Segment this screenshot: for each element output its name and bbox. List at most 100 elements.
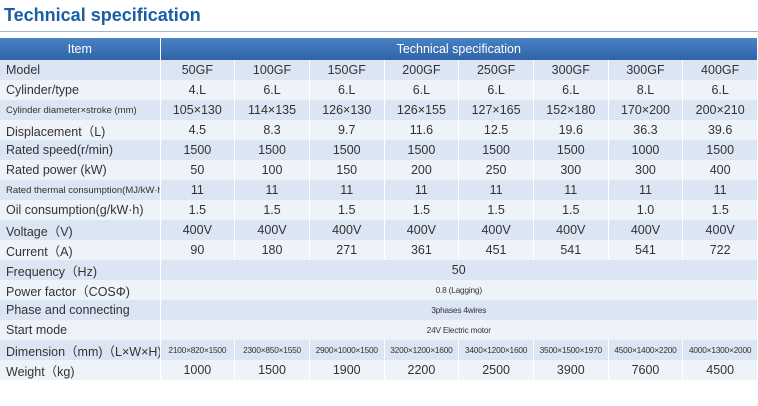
- cell: 2300×850×1550: [234, 340, 310, 360]
- table-row: Start mode 24V Electric motor: [0, 320, 758, 340]
- table-row: Frequency（Hz) 50: [0, 260, 758, 280]
- row-label: Model: [0, 60, 161, 80]
- cell: 200×210: [682, 100, 758, 120]
- cell: 1.5: [160, 200, 236, 220]
- row-label: Phase and connecting: [0, 300, 161, 320]
- table-row: Rated thermal consumption(MJ/kW·h) 11 11 11…: [0, 180, 758, 200]
- cell: 4500: [682, 360, 758, 380]
- cell: 8.L: [608, 80, 684, 100]
- table-row: Cylinder diameter×stroke (mm) 105×130 114×…: [0, 100, 758, 120]
- cell: 6.L: [384, 80, 460, 100]
- table-body: Model 50GF 100GF 150GF 200GF 250GF 300GF 300GF 4…: [0, 60, 758, 380]
- cell: 19.6: [533, 120, 609, 140]
- cell: 300: [608, 160, 684, 180]
- table-row: Current（A) 90 180 271 361 451 541 541 722: [0, 240, 758, 260]
- cell: 11: [160, 180, 236, 200]
- cell: 6.L: [234, 80, 310, 100]
- header-row: Item Technical specification: [0, 38, 758, 60]
- cell: 126×130: [309, 100, 385, 120]
- table-row: Dimension（mm)（L×W×H) 2100×820×1500 2300×85…: [0, 340, 758, 360]
- cell: 1500: [160, 140, 236, 160]
- cell: 126×155: [384, 100, 460, 120]
- cell: 11: [384, 180, 460, 200]
- cell: 1900: [309, 360, 385, 380]
- table-row: Displacement（L) 4.5 8.3 9.7 11.6 12.5 19.6 36.3…: [0, 120, 758, 140]
- cell: 1500: [533, 140, 609, 160]
- cell: 11.6: [384, 120, 460, 140]
- cell: 400V: [533, 220, 609, 240]
- table-row: Power factor（COSΦ) 0.8 (Lagging): [0, 280, 758, 300]
- table-row: Oil consumption(g/kW·h) 1.5 1.5 1.5 1.5 1.5 1.…: [0, 200, 758, 220]
- cell: 400V: [309, 220, 385, 240]
- row-label: Rated power (kW): [0, 160, 161, 180]
- cell: 300GF: [533, 60, 609, 80]
- header-cell: Item: [0, 38, 161, 60]
- cell: 400V: [384, 220, 460, 240]
- cell: 170×200: [608, 100, 684, 120]
- table-row: Cylinder/type 4.L 6.L 6.L 6.L 6.L 6.L 8.L 6.L: [0, 80, 758, 100]
- row-label: Weight（kg): [0, 360, 161, 380]
- cell: 1500: [234, 140, 310, 160]
- cell: 36.3: [608, 120, 684, 140]
- cell: 11: [234, 180, 310, 200]
- cell: 1.5: [533, 200, 609, 220]
- row-label: Cylinder diameter×stroke (mm): [0, 100, 161, 120]
- cell: 24V Electric motor: [160, 320, 758, 340]
- cell: 300: [533, 160, 609, 180]
- cell: 2200: [384, 360, 460, 380]
- cell: 11: [309, 180, 385, 200]
- cell: 6.L: [309, 80, 385, 100]
- cell: 127×165: [458, 100, 534, 120]
- cell: 300GF: [608, 60, 684, 80]
- header-cell: Technical specification: [160, 38, 758, 60]
- cell: 12.5: [458, 120, 534, 140]
- cell: 400: [682, 160, 758, 180]
- cell: 400V: [160, 220, 236, 240]
- cell: 361: [384, 240, 460, 260]
- cell: 3500×1500×1970: [533, 340, 609, 360]
- cell: 400V: [682, 220, 758, 240]
- cell: 1.5: [234, 200, 310, 220]
- cell: 6.L: [682, 80, 758, 100]
- cell: 4500×1400×2200: [608, 340, 684, 360]
- row-label: Power factor（COSΦ): [0, 280, 161, 300]
- cell: 50: [160, 260, 758, 280]
- cell: 114×135: [234, 100, 310, 120]
- row-label: Oil consumption(g/kW·h): [0, 200, 161, 220]
- cell: 1.5: [384, 200, 460, 220]
- table-row: Rated power (kW) 50 100 150 200 250 300 300 400: [0, 160, 758, 180]
- cell: 451: [458, 240, 534, 260]
- cell: 6.L: [458, 80, 534, 100]
- page-title: Technical specification: [4, 5, 201, 25]
- row-label: Dimension（mm)（L×W×H): [0, 340, 161, 360]
- cell: 541: [533, 240, 609, 260]
- row-label: Rated speed(r/min): [0, 140, 161, 160]
- cell: 100: [234, 160, 310, 180]
- title-rule: [0, 31, 758, 32]
- cell: 150GF: [309, 60, 385, 80]
- row-label: Frequency（Hz): [0, 260, 161, 280]
- cell: 250GF: [458, 60, 534, 80]
- table-row: Model 50GF 100GF 150GF 200GF 250GF 300GF 300GF 4…: [0, 60, 758, 80]
- cell: 722: [682, 240, 758, 260]
- cell: 1000: [608, 140, 684, 160]
- cell: 250: [458, 160, 534, 180]
- cell: 3900: [533, 360, 609, 380]
- cell: 1500: [682, 140, 758, 160]
- cell: 1.5: [458, 200, 534, 220]
- cell: 2100×820×1500: [160, 340, 236, 360]
- cell: 11: [682, 180, 758, 200]
- cell: 1.5: [682, 200, 758, 220]
- cell: 39.6: [682, 120, 758, 140]
- row-label: Voltage（V): [0, 220, 161, 240]
- cell: 1.0: [608, 200, 684, 220]
- cell: 7600: [608, 360, 684, 380]
- cell: 1.5: [309, 200, 385, 220]
- cell: 271: [309, 240, 385, 260]
- cell: 90: [160, 240, 236, 260]
- cell: 100GF: [234, 60, 310, 80]
- cell: 541: [608, 240, 684, 260]
- cell: 3400×1200×1600: [458, 340, 534, 360]
- cell: 200: [384, 160, 460, 180]
